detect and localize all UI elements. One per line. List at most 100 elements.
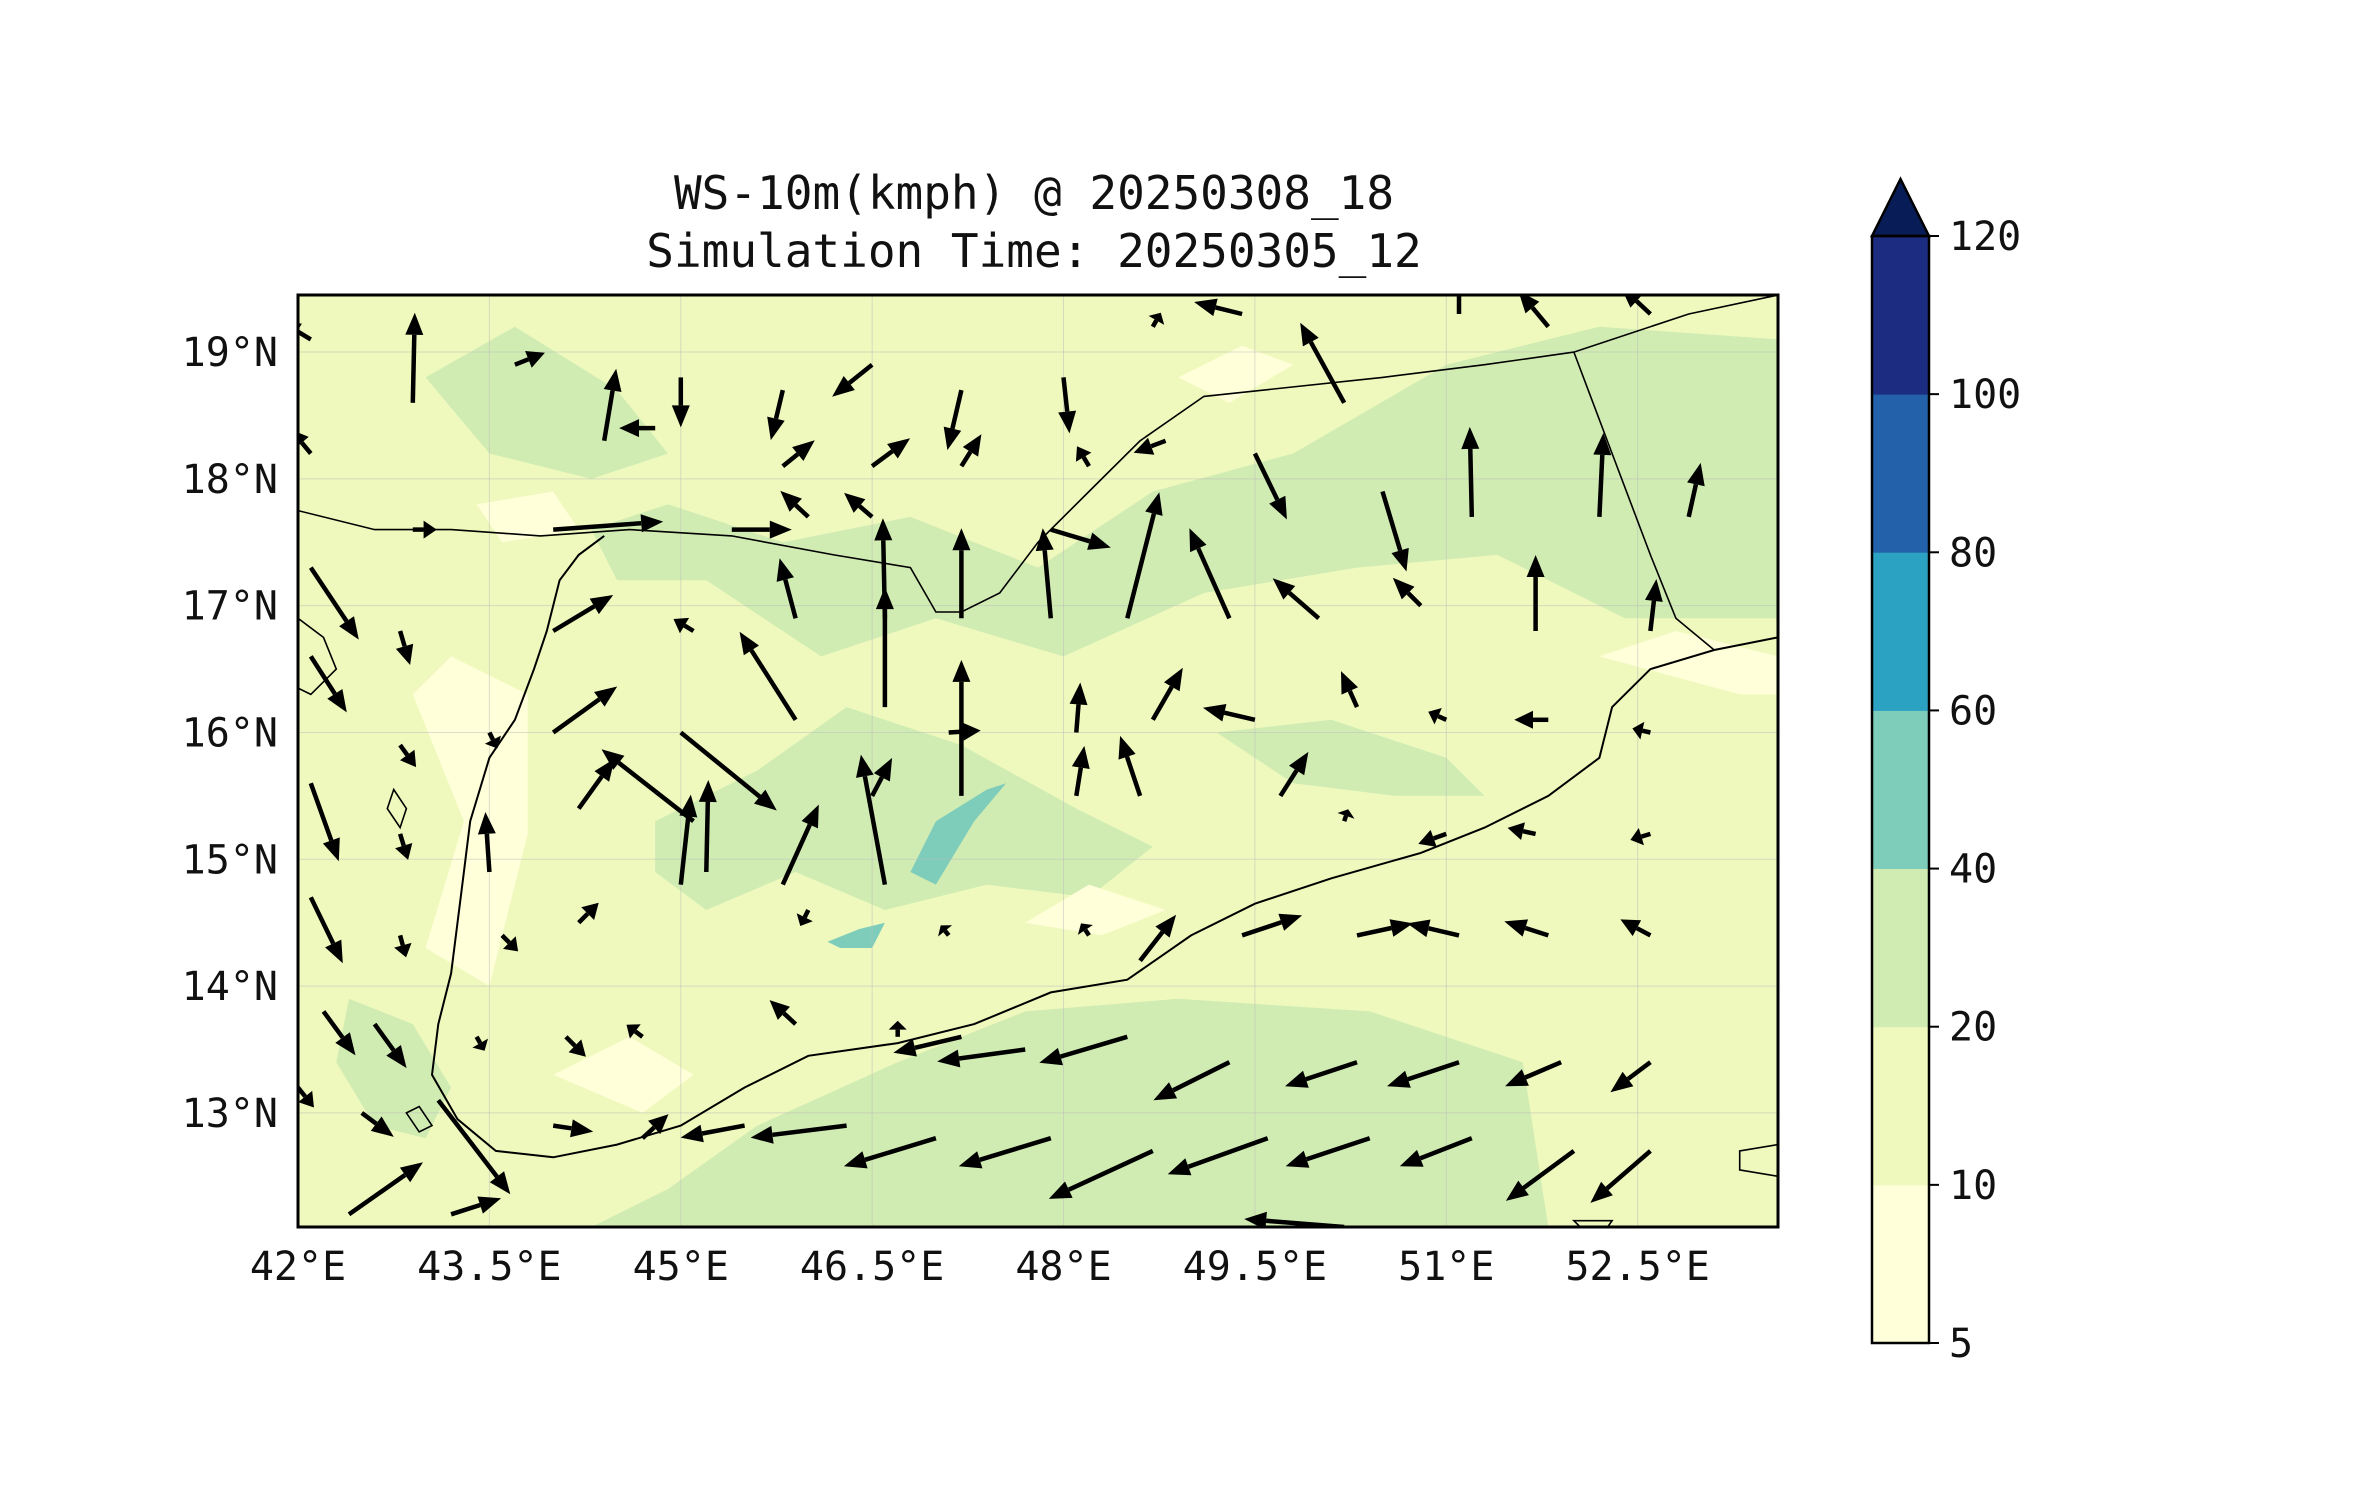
wind-arrow xyxy=(484,731,501,749)
wind-arrow xyxy=(1077,923,1093,937)
wind-arrow xyxy=(796,908,813,926)
colorbar-bin xyxy=(1872,710,1929,869)
gridlines xyxy=(298,295,1778,1227)
lat-tick-label: 16°N xyxy=(182,710,278,756)
wind-arrow xyxy=(1138,914,1177,963)
wind-arrow xyxy=(308,566,359,640)
colorbar-tick-label: 5 xyxy=(1949,1321,1973,1367)
wind-arrow xyxy=(1632,721,1651,740)
map-frame xyxy=(296,293,1780,1229)
wind-arrow xyxy=(601,749,695,823)
colorbar-bin xyxy=(1872,1026,1929,1186)
wind-arrow xyxy=(698,780,717,873)
wind-arrow xyxy=(938,925,953,937)
wind-arrow xyxy=(1071,745,1090,797)
wind-arrow xyxy=(308,782,340,862)
wind-arrow xyxy=(1069,682,1088,733)
country-border xyxy=(298,295,1778,613)
wind-arrow xyxy=(781,440,815,468)
wind-arrow xyxy=(1118,735,1143,797)
wind-arrow xyxy=(875,587,894,708)
wind-arrow xyxy=(472,1035,488,1051)
wind-arrow xyxy=(679,730,777,811)
lon-tick-label: 48°E xyxy=(1015,1244,1111,1290)
wind-arrow xyxy=(958,1136,1052,1169)
wind-arrow xyxy=(959,434,982,468)
wind-arrow xyxy=(1150,667,1183,721)
wind-arrow xyxy=(888,1020,907,1037)
wind-arrow xyxy=(1341,671,1360,709)
colorbar-bin xyxy=(1872,868,1929,1028)
colorbar-frame xyxy=(1870,234,1931,1345)
wind-arrow xyxy=(776,558,798,619)
wind-arrow xyxy=(1050,527,1111,550)
wind-arrow xyxy=(1526,555,1545,631)
lat-tick-label: 17°N xyxy=(182,584,278,630)
wind-arrow xyxy=(308,655,347,713)
colorbar-tick-label: 40 xyxy=(1949,847,1997,893)
lon-tick-label: 42°E xyxy=(250,1244,346,1290)
wind-arrow xyxy=(1039,1034,1128,1066)
wind-arrow xyxy=(937,1047,1026,1068)
wind-arrow xyxy=(1272,578,1321,620)
wind-arrow xyxy=(780,490,810,519)
wind-arrow xyxy=(405,312,424,403)
wind-arrow xyxy=(1252,452,1287,520)
wind-arrow xyxy=(298,432,313,455)
map-panel: 42°E 43.5°E 45°E 46.5°E 48°E 49.5°E 51°E 52.5°E… xyxy=(182,293,1780,1290)
speed-region-20-40 xyxy=(425,326,668,479)
wind-arrow xyxy=(1387,1060,1460,1088)
wind-arrow xyxy=(640,1114,669,1140)
wind-arrow xyxy=(1407,919,1460,938)
wind-arrow xyxy=(1356,919,1413,938)
wind-arrow xyxy=(308,896,343,964)
wind-arrow xyxy=(1125,492,1163,619)
wind-arrow xyxy=(767,389,785,441)
wind-arrow xyxy=(551,686,618,735)
wind-arrow xyxy=(1392,577,1423,608)
wind-arrow xyxy=(1505,1060,1562,1087)
country-border xyxy=(1573,351,1715,651)
wind-arrow xyxy=(553,514,664,533)
wind-arrow xyxy=(1035,528,1054,619)
wind-arrow xyxy=(952,528,971,619)
wind-arrow xyxy=(395,630,414,665)
wind-arrow xyxy=(769,1000,798,1026)
wind-arrow xyxy=(1148,312,1165,328)
wind-arrow xyxy=(750,1123,847,1144)
wind-arrow xyxy=(943,389,964,451)
island-outline xyxy=(386,787,408,830)
wind-arrow xyxy=(1630,828,1652,846)
island-outline xyxy=(405,1105,434,1133)
lon-tick-label: 45°E xyxy=(633,1244,729,1290)
wind-arrow xyxy=(398,743,417,768)
colorbar-tick-label: 120 xyxy=(1949,214,2021,260)
lat-tick-label: 15°N xyxy=(182,837,278,883)
wind-arrow xyxy=(436,1098,511,1195)
wind-arrow xyxy=(680,1123,746,1143)
wind-arrow xyxy=(576,758,615,810)
wind-arrow xyxy=(843,1136,937,1169)
wind-arrow xyxy=(1624,295,1652,316)
wind-arrow xyxy=(347,1162,423,1217)
wind-arrow xyxy=(1337,809,1355,822)
wind-arrow xyxy=(1593,432,1612,518)
wind-arrow xyxy=(321,1010,356,1056)
wind-arrow xyxy=(671,377,690,428)
colorbar-bin xyxy=(1872,1184,1929,1344)
wind-arrow xyxy=(552,595,614,633)
wind-arrow xyxy=(952,659,971,796)
wind-arrow xyxy=(1075,446,1092,468)
wind-arrow xyxy=(678,794,698,885)
wind-arrow xyxy=(1461,426,1480,517)
wind-arrow xyxy=(1278,751,1309,798)
speed-region-40-60 xyxy=(827,922,885,948)
wind-arrow xyxy=(1418,829,1448,847)
wind-arrow xyxy=(1590,1149,1652,1203)
wind-arrow xyxy=(870,438,911,469)
wind-arrow xyxy=(1514,710,1549,729)
wind-arrow xyxy=(1507,822,1537,840)
wind-arrow xyxy=(372,1022,407,1069)
lon-tick-label: 49.5°E xyxy=(1183,1244,1328,1290)
